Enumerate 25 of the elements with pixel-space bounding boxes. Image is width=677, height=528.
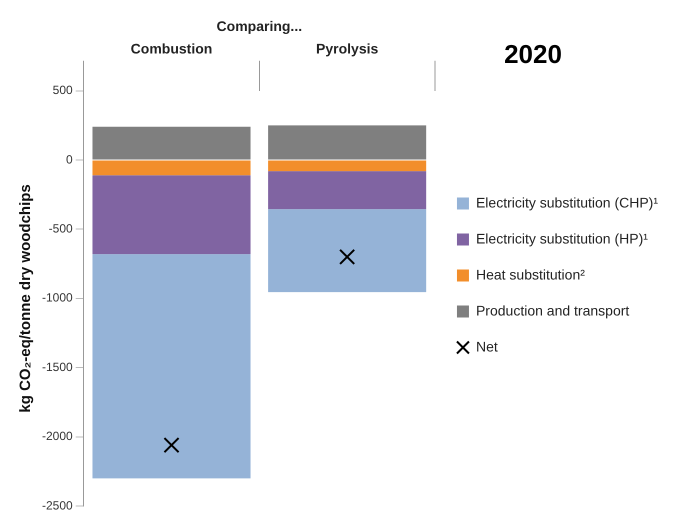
legend-label: Heat substitution² — [476, 266, 586, 282]
bar — [92, 126, 251, 160]
legend-label: Net — [476, 338, 498, 354]
text: Comparing... — [216, 18, 302, 34]
bar — [92, 175, 251, 254]
bar — [268, 209, 426, 292]
bar — [92, 160, 251, 176]
bar — [268, 125, 426, 160]
legend-label: Electricity substitution (HP)¹ — [476, 230, 648, 246]
legend-label: Electricity substitution (CHP)¹ — [476, 194, 658, 210]
y-tick-label: -500 — [48, 222, 74, 236]
bar — [92, 254, 251, 478]
y-tick-label: -2500 — [42, 498, 74, 512]
x-tick-label: Pyrolysis — [316, 40, 378, 56]
y-axis-title: kg CO₂-eq/tonne dry woodchips — [17, 184, 34, 413]
y-tick-label: -2000 — [42, 429, 74, 444]
bar — [268, 160, 426, 172]
y-tick-label: 500 — [52, 83, 74, 98]
y-tick-label: -1000 — [42, 290, 74, 305]
bar — [268, 171, 426, 210]
y-tick-label: 0 — [66, 152, 74, 166]
x-tick-label: Combustion — [130, 40, 212, 56]
text: 2020 — [504, 39, 562, 70]
y-tick-label: -1500 — [42, 360, 74, 374]
legend-label: Production and transport — [476, 302, 630, 318]
